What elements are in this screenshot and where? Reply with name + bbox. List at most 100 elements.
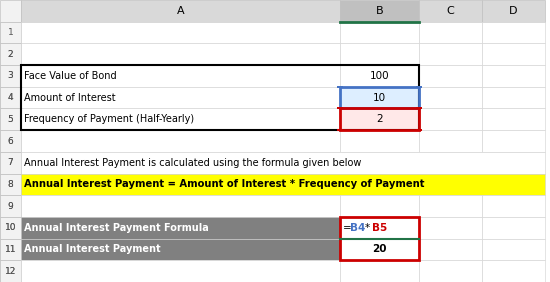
- Bar: [0, 173, 21, 195]
- Bar: [0, 43, 21, 65]
- Bar: [337, 86, 343, 88]
- Bar: [21, 87, 340, 109]
- Text: 6: 6: [8, 136, 13, 146]
- Text: Face Value of Bond: Face Value of Bond: [24, 71, 117, 81]
- Bar: [419, 65, 482, 87]
- Bar: [482, 260, 544, 282]
- Bar: [340, 260, 419, 282]
- Bar: [340, 22, 419, 43]
- Text: 9: 9: [8, 202, 13, 211]
- Bar: [0, 0, 21, 22]
- Text: 10: 10: [5, 223, 16, 232]
- Bar: [482, 130, 544, 152]
- Bar: [21, 239, 340, 260]
- Text: B4: B4: [350, 223, 366, 233]
- Text: D: D: [509, 6, 518, 16]
- Bar: [0, 65, 21, 87]
- Bar: [419, 109, 482, 130]
- Bar: [416, 107, 422, 109]
- Bar: [0, 109, 21, 130]
- Bar: [21, 260, 340, 282]
- Bar: [0, 217, 21, 239]
- Bar: [482, 87, 544, 109]
- Bar: [0, 239, 21, 260]
- Text: A: A: [177, 6, 184, 16]
- Text: 7: 7: [8, 158, 13, 167]
- Text: 5: 5: [8, 115, 13, 124]
- Bar: [0, 22, 21, 43]
- Bar: [340, 239, 419, 260]
- Bar: [0, 130, 21, 152]
- Bar: [340, 87, 419, 109]
- Bar: [419, 22, 482, 43]
- Bar: [340, 217, 419, 239]
- Bar: [419, 87, 482, 109]
- Bar: [21, 65, 340, 87]
- Bar: [0, 173, 21, 195]
- Text: 9: 9: [8, 202, 13, 211]
- Text: Annual Interest Payment is calculated using the formula given below: Annual Interest Payment is calculated us…: [24, 158, 361, 168]
- Text: 3: 3: [8, 71, 13, 80]
- Bar: [482, 22, 544, 43]
- Bar: [482, 217, 544, 239]
- Text: Annual Interest Payment Formula: Annual Interest Payment Formula: [24, 223, 209, 233]
- Bar: [21, 152, 544, 173]
- Text: 11: 11: [5, 245, 16, 254]
- Bar: [419, 0, 482, 22]
- Text: 20: 20: [372, 244, 387, 254]
- Bar: [419, 260, 482, 282]
- Text: 3: 3: [8, 71, 13, 80]
- Text: 8: 8: [8, 180, 13, 189]
- Text: 10: 10: [373, 92, 386, 103]
- Text: 6: 6: [8, 136, 13, 146]
- Bar: [482, 65, 544, 87]
- Text: Amount of Interest: Amount of Interest: [24, 92, 116, 103]
- Text: C: C: [447, 6, 454, 16]
- Bar: [0, 217, 21, 239]
- Text: *: *: [365, 223, 370, 233]
- Bar: [21, 173, 544, 195]
- Bar: [340, 65, 419, 87]
- Bar: [21, 109, 340, 130]
- Text: 4: 4: [8, 93, 13, 102]
- Bar: [0, 109, 21, 130]
- Text: 11: 11: [5, 245, 16, 254]
- Bar: [416, 107, 422, 109]
- Text: 2: 2: [376, 114, 383, 124]
- Text: B: B: [376, 6, 383, 16]
- Bar: [419, 217, 482, 239]
- Text: 12: 12: [5, 267, 16, 276]
- Text: B5: B5: [372, 223, 387, 233]
- Text: 100: 100: [370, 71, 389, 81]
- Bar: [416, 86, 422, 88]
- Bar: [21, 43, 340, 65]
- Bar: [419, 43, 482, 65]
- Bar: [21, 65, 419, 130]
- Bar: [0, 260, 21, 282]
- Text: Frequency of Payment (Half-Yearly): Frequency of Payment (Half-Yearly): [24, 114, 194, 124]
- Bar: [340, 87, 419, 109]
- Bar: [0, 195, 21, 217]
- Bar: [340, 130, 419, 152]
- Text: 5: 5: [8, 115, 13, 124]
- Bar: [340, 217, 419, 260]
- Bar: [340, 195, 419, 217]
- Bar: [416, 129, 422, 131]
- Bar: [340, 0, 419, 22]
- Text: Annual Interest Payment: Annual Interest Payment: [24, 244, 161, 254]
- Bar: [0, 22, 21, 43]
- Bar: [419, 195, 482, 217]
- Bar: [337, 107, 343, 109]
- Text: 1: 1: [8, 28, 13, 37]
- Text: =: =: [343, 223, 352, 233]
- Bar: [340, 43, 419, 65]
- Bar: [21, 22, 340, 43]
- Bar: [419, 130, 482, 152]
- Bar: [0, 43, 21, 65]
- Bar: [337, 129, 343, 131]
- Bar: [0, 65, 21, 87]
- Bar: [340, 109, 419, 130]
- Bar: [0, 239, 21, 260]
- Bar: [0, 260, 21, 282]
- Text: 7: 7: [8, 158, 13, 167]
